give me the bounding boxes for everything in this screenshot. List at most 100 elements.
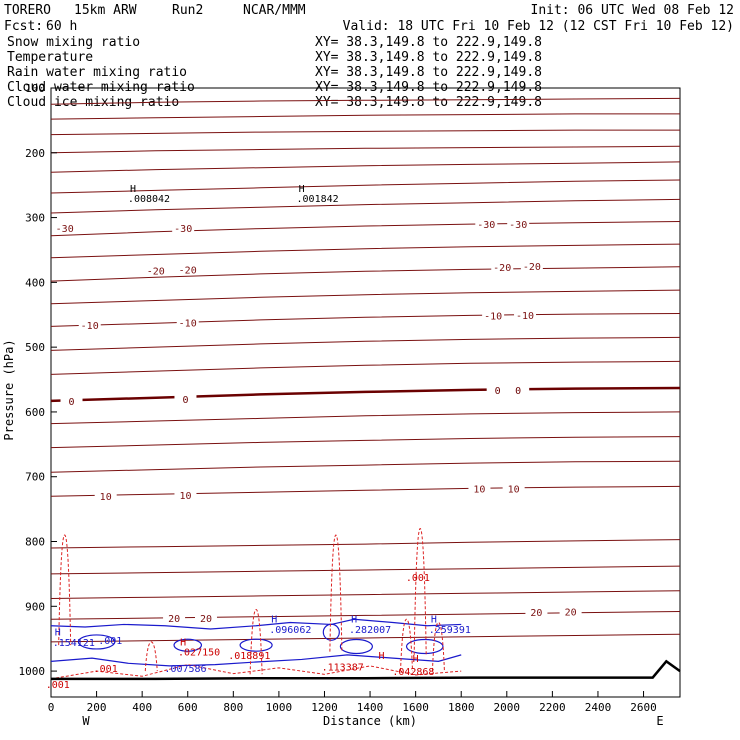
- isotherm-label-0: -30: [56, 224, 74, 235]
- y-tick-label-3: 400: [25, 276, 45, 289]
- isotherm-line-3: [50, 145, 681, 154]
- isotherm-line-20c: [50, 611, 681, 620]
- rain-contour-1: [329, 534, 343, 652]
- extremum-mark-1: H: [299, 184, 305, 195]
- isotherm-label-bg-10: [482, 309, 505, 321]
- isotherm-label-19: 10: [508, 484, 520, 495]
- isotherm-label-bg-8: [78, 319, 101, 331]
- x-tick-label-4: 800: [223, 701, 243, 714]
- y-tick-label-6: 700: [25, 471, 45, 484]
- isotherm-line-1: [50, 113, 680, 120]
- isotherm-line-7: [50, 221, 681, 237]
- isotherm-label-23: 20: [565, 608, 577, 619]
- x-tick-label-13: 2600: [630, 701, 657, 714]
- isotherm-label-9: -10: [179, 319, 197, 330]
- contour-value-label-2: .001: [94, 664, 118, 675]
- extremum-mark-2: H: [55, 628, 61, 639]
- extremum-value-5: .282007: [349, 625, 391, 636]
- rain-contour-base: [50, 664, 462, 680]
- y-tick-label-1: 200: [25, 147, 45, 160]
- isotherm-label-16: 10: [100, 492, 112, 503]
- isotherm-label-21: 20: [200, 614, 212, 625]
- isotherm-label-bg-14: [486, 383, 509, 395]
- x-tick-label-3: 600: [178, 701, 198, 714]
- isotherm-line-0: [50, 97, 681, 105]
- contour-value-label-5: .113387: [322, 663, 364, 674]
- x-tick-label-6: 1200: [311, 701, 338, 714]
- valid-time: Valid: 18 UTC Fri 10 Feb 12 (12 CST Fri …: [343, 19, 734, 34]
- cloud-water-cell-1: [173, 638, 203, 652]
- isotherm-label-20: 20: [168, 614, 180, 625]
- plot-frame: [50, 87, 681, 698]
- isotherm-label-bg-0: [53, 221, 76, 233]
- cloud-water-cell-0: [77, 634, 116, 650]
- zero-isotherm: [50, 386, 681, 403]
- isotherm-label-14: 0: [495, 386, 501, 397]
- x-tick-label-2: 400: [132, 701, 152, 714]
- legend-xy-temperature: XY= 38.3,149.8 to 222.9,149.8: [315, 50, 542, 65]
- isotherm-label-15: 0: [515, 386, 521, 397]
- rain-contour-2: [413, 528, 427, 655]
- temperature-contours: [50, 97, 681, 643]
- isotherm-label-10: -10: [484, 311, 502, 322]
- isotherm-label-bg-2: [475, 218, 498, 230]
- isotherm-label-bg-9: [176, 316, 199, 328]
- contour-value-label-9: H: [413, 654, 419, 665]
- isotherm-label-bg-20: [163, 611, 186, 623]
- contour-value-label-3: .007586: [164, 664, 206, 675]
- isotherm-label-bg-19: [502, 482, 525, 494]
- run-name: Run2: [172, 3, 203, 18]
- header: TORERO 15km ARW Run2 NCAR/MMM Init: 06 U…: [4, 3, 734, 34]
- east-label: E: [656, 714, 663, 728]
- isotherm-line-6: [50, 198, 681, 214]
- extremum-value-0: .008042: [128, 194, 170, 205]
- contour-value-label-0: .001: [98, 636, 122, 647]
- field-legend: Snow mixing ratio XY= 38.3,149.8 to 222.…: [7, 35, 542, 110]
- isotherm-line-11: [50, 313, 681, 327]
- isotherm-label-bg-21: [194, 611, 217, 623]
- isotherm-label-bg-12: [60, 394, 83, 406]
- cloud-water-cell-3: [339, 638, 373, 655]
- isotherm-label-5: -20: [179, 265, 197, 276]
- isotherm-label-7: -20: [523, 262, 541, 273]
- y-tick-label-2: 300: [25, 212, 45, 225]
- extremum-value-3: .027150: [178, 648, 220, 659]
- contour-labels: -30 -30 -30 -30 -20 -20 -20 -20 -10 -10 -10 -10 0 0 0 0…: [46, 184, 582, 691]
- x-tick-label-11: 2200: [539, 701, 566, 714]
- forecast-hour: 60 h: [46, 19, 77, 34]
- x-tick-label-8: 1600: [402, 701, 429, 714]
- isotherm-label-3: -30: [509, 220, 527, 231]
- isotherm-label-12: 0: [68, 397, 74, 408]
- x-tick-label-10: 2000: [494, 701, 521, 714]
- cloud-water-contour-0: [50, 618, 462, 630]
- isotherm-line-18: [50, 539, 681, 549]
- isotherm-line-10: [50, 289, 681, 305]
- model-name: TORERO: [4, 3, 51, 18]
- y-axis-ticks: 100 200 300 400 500 600 700 800 900 1000: [19, 82, 57, 678]
- isotherm-line-19: [50, 565, 681, 575]
- contour-value-label-1: .001: [406, 573, 430, 584]
- isotherm-label-bg-15: [507, 383, 530, 395]
- isotherm-label-bg-13: [174, 392, 197, 404]
- contour-value-label-8: H: [378, 651, 384, 662]
- west-label: W: [82, 714, 90, 728]
- terrain-line: [51, 659, 681, 681]
- extremum-mark-0: H: [130, 184, 136, 195]
- extremum-value-6: .259391: [429, 625, 471, 636]
- organization: NCAR/MMM: [243, 3, 306, 18]
- rain-contour-4: [400, 618, 414, 672]
- x-tick-label-12: 2400: [585, 701, 612, 714]
- y-tick-label-8: 900: [25, 600, 45, 613]
- isotherm-label-bg-18: [468, 482, 491, 494]
- isotherm-label-11: -10: [516, 311, 534, 322]
- isotherm-line-15: [50, 436, 681, 449]
- legend-xy-snow: XY= 38.3,149.8 to 222.9,149.8: [315, 35, 542, 50]
- forecast-label: Fcst:: [4, 19, 43, 34]
- contour-value-label-4: .018891: [228, 651, 270, 662]
- y-tick-label-0: 100: [25, 82, 45, 95]
- cloud-water-cell-2: [239, 638, 273, 652]
- legend-name-snow: Snow mixing ratio: [7, 35, 140, 50]
- isotherm-label-17: 10: [179, 491, 191, 502]
- rain-contour-5: [431, 621, 445, 672]
- x-tick-label-0: 0: [48, 701, 55, 714]
